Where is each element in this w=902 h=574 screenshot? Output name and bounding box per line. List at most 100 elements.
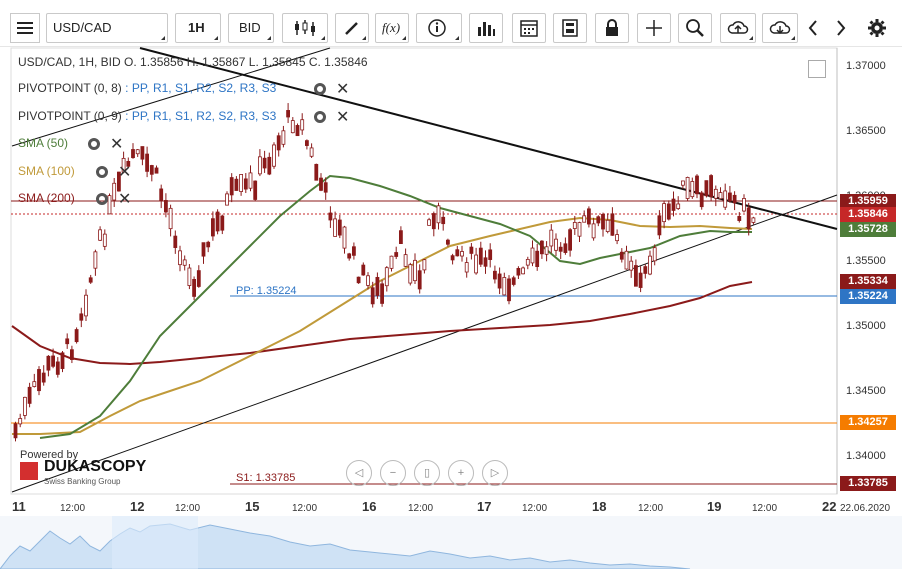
- calendar-button[interactable]: [512, 13, 546, 43]
- candle: [695, 175, 699, 195]
- symbol-label: USD/CAD: [53, 20, 112, 35]
- candle: [478, 247, 483, 265]
- chevron-left-icon[interactable]: [804, 17, 822, 39]
- candle: [375, 276, 380, 296]
- sma50-close-icon[interactable]: ✕: [110, 136, 124, 153]
- candle: [196, 270, 201, 287]
- info-button[interactable]: [416, 13, 462, 43]
- lock-button[interactable]: [595, 13, 629, 43]
- x-tick-label: 22.06.2020: [840, 503, 890, 514]
- sma-50-line: [39, 174, 752, 439]
- pivot-legend-1-name: PIVOTPOINT (0, 8): [18, 81, 122, 95]
- scroll-right-icon[interactable]: ▷: [482, 460, 508, 486]
- candle: [681, 180, 685, 186]
- x-tick-label: 12:00: [408, 503, 433, 514]
- timeframe-selector[interactable]: 1H: [175, 13, 221, 43]
- sma50-settings-icon[interactable]: [88, 138, 100, 150]
- y-tick-label: 1.37000: [846, 60, 886, 72]
- bar-chart-button[interactable]: [469, 13, 503, 43]
- chart-type-button[interactable]: [282, 13, 328, 43]
- candle: [323, 182, 328, 193]
- x-tick-label: 11: [12, 499, 26, 514]
- candle: [88, 277, 93, 283]
- candle: [577, 222, 582, 237]
- info-icon: [428, 19, 446, 37]
- candle: [530, 247, 535, 264]
- gear-icon[interactable]: [866, 17, 888, 39]
- pivot2-close-icon[interactable]: ✕: [336, 109, 350, 126]
- x-tick-label: 12:00: [752, 503, 777, 514]
- crosshair-button[interactable]: [637, 13, 671, 43]
- chart-area[interactable]: 1.370001.365001.360001.355001.350001.345…: [0, 46, 902, 570]
- powered-by-label: Powered by: [20, 449, 79, 461]
- sma100-close-icon[interactable]: ✕: [118, 164, 132, 181]
- candle: [709, 175, 713, 198]
- pivot-legend-2: PIVOTPOINT (0, 9) : PP, R1, S1, R2, S2, …: [18, 109, 276, 123]
- upload-button[interactable]: [720, 13, 756, 43]
- candle: [629, 260, 634, 271]
- draw-tool-button[interactable]: [335, 13, 369, 43]
- zoom-in-icon[interactable]: +: [448, 460, 474, 486]
- candle: [469, 246, 474, 254]
- candle: [742, 198, 746, 212]
- y-tick-label: 1.35000: [846, 320, 886, 332]
- calculator-button[interactable]: [553, 13, 587, 43]
- price-type-selector[interactable]: BID: [228, 13, 274, 43]
- sma200-settings-icon[interactable]: [96, 193, 108, 205]
- candle: [582, 215, 587, 223]
- candle: [163, 200, 168, 213]
- pencil-icon: [345, 22, 358, 35]
- candle: [398, 230, 403, 245]
- candle: [98, 229, 102, 241]
- y-tick-label: 1.34500: [846, 385, 886, 397]
- candle: [342, 226, 347, 249]
- symbol-selector[interactable]: USD/CAD: [46, 13, 168, 43]
- price-type-label: BID: [239, 20, 261, 35]
- candle: [107, 195, 112, 215]
- candle: [427, 219, 432, 226]
- candle: [300, 119, 305, 131]
- pivot1-close-icon[interactable]: ✕: [336, 81, 350, 98]
- candle: [201, 242, 206, 257]
- candle: [257, 156, 262, 175]
- sma200-close-icon[interactable]: ✕: [118, 191, 132, 208]
- hamburger-menu-icon[interactable]: [10, 13, 40, 43]
- candle: [610, 213, 615, 236]
- candle: [568, 229, 572, 251]
- zoom-reset-icon[interactable]: ▯: [414, 460, 440, 486]
- candle: [732, 194, 737, 204]
- candle: [135, 149, 140, 155]
- candle: [361, 264, 366, 276]
- chevron-right-icon[interactable]: [832, 17, 850, 39]
- candle: [474, 254, 479, 274]
- candle: [662, 203, 666, 223]
- sma100-settings-icon[interactable]: [96, 166, 108, 178]
- candle: [121, 157, 126, 173]
- x-axis: 11 12:00 12 12:00 15 12:00 16 12:00 17 12:00 18 12:…: [12, 499, 890, 514]
- candle: [488, 249, 493, 260]
- download-button[interactable]: [762, 13, 798, 43]
- pivot2-settings-icon[interactable]: [314, 111, 326, 123]
- y-tick-label: 1.36500: [846, 125, 886, 137]
- candle: [145, 153, 150, 172]
- pp-level-label: PP: 1.35224: [236, 285, 297, 297]
- candle: [347, 253, 352, 259]
- candle: [445, 239, 450, 245]
- calculator-icon: [562, 19, 578, 37]
- candle: [84, 294, 88, 317]
- scroll-left-icon[interactable]: ◁: [346, 460, 372, 486]
- y-tick-label: 1.35500: [846, 255, 886, 267]
- indicators-button[interactable]: f(x): [375, 13, 409, 43]
- ohlc-legend: USD/CAD, 1H, BID O. 1.35856 H. 1.35867 L…: [18, 55, 368, 69]
- candle: [554, 238, 558, 251]
- candle: [525, 258, 530, 266]
- price-chart[interactable]: 1.370001.365001.360001.355001.350001.345…: [0, 46, 902, 570]
- navigator-window[interactable]: [112, 516, 198, 569]
- popout-icon[interactable]: [808, 60, 826, 78]
- candle: [516, 268, 521, 276]
- candle: [229, 177, 234, 196]
- y-axis: 1.370001.365001.360001.355001.350001.345…: [846, 60, 886, 462]
- pivot1-settings-icon[interactable]: [314, 83, 326, 95]
- zoom-out-icon[interactable]: −: [380, 460, 406, 486]
- zoom-button[interactable]: [678, 13, 712, 43]
